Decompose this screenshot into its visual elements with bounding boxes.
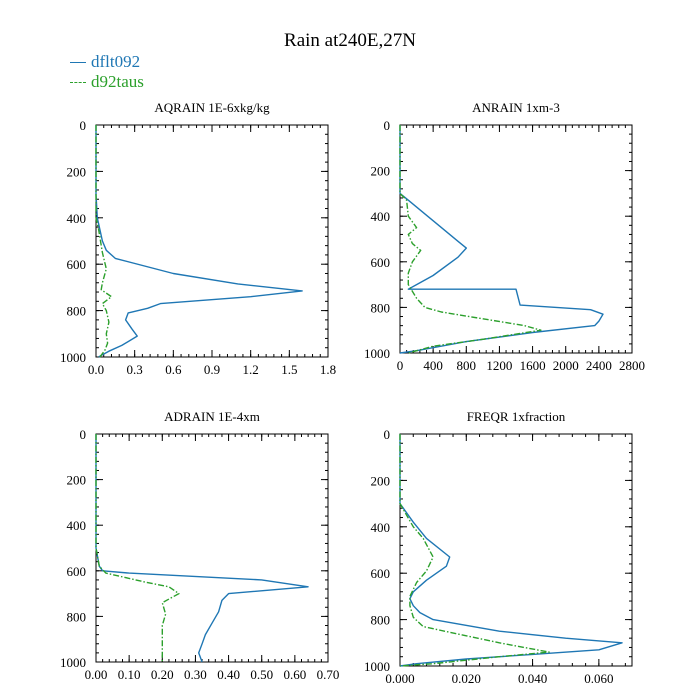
x-tick-label: 1.2 [243,362,259,377]
plot-frame [95,124,329,358]
legend-label-dflt092: dflt092 [91,52,141,71]
x-tick-label: 0.60 [283,667,306,682]
x-tick-label: 2400 [586,358,612,373]
chart-panel-1: AQRAIN 1E-6xkg/kg 0.0 0.3 0.6 0.9 1.2 1.5 1.8 0 2… [60,100,336,377]
x-tick-label: 0.3 [127,362,143,377]
y-tick-label: 200 [67,164,87,179]
y-tick-label: 400 [371,520,391,535]
y-tick-label: 400 [371,209,391,224]
y-tick-label: 0 [80,118,87,133]
series-line-d92taus [95,434,180,662]
y-tick-label: 800 [371,613,391,628]
x-tick-label: 1200 [486,358,512,373]
y-tick-label: 1000 [364,346,390,361]
y-tick-label: 200 [371,164,391,179]
x-tick-label: 1600 [520,358,546,373]
x-tick-label: 2800 [619,358,645,373]
x-tick-label: 0.6 [165,362,182,377]
y-tick-label: 400 [67,211,87,226]
series-line-dflt092 [95,125,303,358]
series-line-d92taus [95,125,113,358]
y-tick-label: 1000 [60,350,86,365]
legend-label-d92taus: d92taus [91,72,144,91]
series-line-d92taus [399,125,542,354]
x-tick-label: 0.00 [85,667,108,682]
legend-swatch-dashed [70,81,86,83]
y-tick-label: 600 [67,564,87,579]
y-tick-label: 800 [67,304,87,319]
chart-title: AQRAIN 1E-6xkg/kg [154,100,270,115]
x-tick-label: 800 [457,358,477,373]
chart-panel-2: ANRAIN 1xm-3 0 400 800 1200 1600 2000 2400 2800 0… [364,100,645,373]
chart-title: ADRAIN 1E-4xm [164,409,260,424]
x-tick-label: 0.30 [184,667,207,682]
plot-frame [399,124,633,354]
y-tick-label: 0 [80,427,87,442]
y-tick-label: 0 [384,427,391,442]
y-tick-label: 600 [371,566,391,581]
y-tick-label: 200 [67,473,87,488]
x-tick-label: 0.10 [118,667,141,682]
y-tick-label: 1000 [60,655,86,670]
figure-title: Rain at240E,27N [284,30,416,51]
y-tick-label: 800 [371,300,391,315]
chart-title: FREQR 1xfraction [467,409,566,424]
legend-item-d92taus: d92taus [70,72,144,92]
chart-title: ANRAIN 1xm-3 [472,100,560,115]
x-tick-label: 0.70 [317,667,340,682]
x-tick-label: 0.9 [204,362,220,377]
x-tick-label: 0.40 [217,667,240,682]
x-tick-label: 0.000 [385,671,414,686]
legend-item-dflt092: dflt092 [70,52,144,72]
y-tick-label: 600 [371,255,391,270]
plot-frame [95,433,329,663]
chart-panel-4: FREQR 1xfraction 0.000 0.020 0.040 0.060 0 200… [364,409,633,686]
plot-frame [399,433,633,667]
y-tick-label: 400 [67,518,87,533]
x-tick-label: 0.50 [250,667,273,682]
x-tick-label: 0.20 [151,667,174,682]
x-tick-label: 0.040 [518,671,547,686]
x-tick-label: 1.8 [320,362,336,377]
series-line-dflt092 [399,125,604,354]
legend: dflt092 d92taus [70,52,144,92]
x-tick-label: 400 [423,358,443,373]
x-tick-label: 0 [397,358,404,373]
legend-swatch-solid [70,61,86,63]
y-tick-label: 1000 [364,659,390,674]
y-tick-label: 600 [67,257,87,272]
y-tick-label: 800 [67,609,87,624]
x-tick-label: 0.0 [88,362,104,377]
x-tick-label: 0.020 [452,671,481,686]
y-tick-label: 200 [371,473,391,488]
series-line-d92taus [399,434,550,667]
x-tick-label: 2000 [553,358,579,373]
series-line-dflt092 [399,434,623,667]
series-line-dflt092 [95,434,309,663]
x-tick-label: 1.5 [281,362,297,377]
y-tick-label: 0 [384,118,391,133]
chart-panel-3: ADRAIN 1E-4xm 0.00 0.10 0.20 0.30 0.40 0.50 0.6… [60,409,339,682]
x-tick-label: 0.060 [584,671,613,686]
